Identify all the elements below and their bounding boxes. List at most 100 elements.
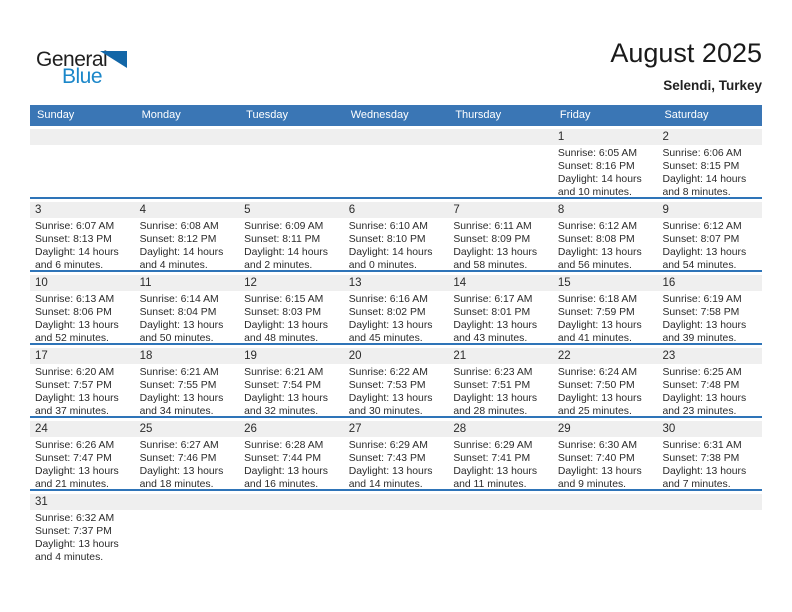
daylight-text-line1: Daylight: 13 hours [662,247,747,258]
day-details: Sunrise: 6:30 AM Sunset: 7:40 PM Daylight:… [553,437,658,491]
sunrise-text: Sunrise: 6:07 AM [35,221,115,232]
sunrise-text: Sunrise: 6:12 AM [662,221,742,232]
daylight-text-line2: and 30 minutes. [348,406,423,417]
daylight-text-line1: Daylight: 13 hours [35,320,119,331]
sunset-text: Sunset: 8:12 PM [139,234,217,245]
daylight-text-line1: Daylight: 13 hours [348,466,433,477]
day-cell: 10 Sunrise: 6:13 AM Sunset: 8:06 PM Dayligh… [30,275,135,344]
daylight-text-line2: and 45 minutes. [348,333,423,344]
sunset-text: Sunset: 8:13 PM [35,234,112,245]
day-number: 29 [552,421,658,437]
daylight-text-line2: and 52 minutes. [35,333,109,344]
daylight-text-line2: and 25 minutes. [557,406,632,417]
sunset-text: Sunset: 7:47 PM [35,453,112,464]
sunset-text: Sunset: 8:06 PM [35,307,112,318]
calendar-table: Sunday Monday Tuesday Wednesday Thursday… [30,105,763,583]
daylight-text-line1: Daylight: 13 hours [244,393,328,404]
day-number [343,129,449,145]
sunset-text: Sunset: 7:57 PM [35,380,112,391]
day-cell: 26 Sunrise: 6:28 AM Sunset: 7:44 PM Dayligh… [239,421,344,490]
logo: General Blue [36,48,176,98]
daylight-text-line2: and 37 minutes. [35,406,109,417]
day-details: Sunrise: 6:27 AM Sunset: 7:46 PM Daylight:… [135,437,240,491]
week-row: 10 Sunrise: 6:13 AM Sunset: 8:06 PM Dayligh… [30,272,763,345]
day-cell: 27 Sunrise: 6:29 AM Sunset: 7:43 PM Dayligh… [343,421,449,491]
empty-day-cell [134,129,240,197]
daylight-text-line1: Daylight: 14 hours [348,247,433,258]
day-cell: 8 Sunrise: 6:12 AM Sunset: 8:08 PM Daylight… [552,202,658,272]
sunrise-text: Sunrise: 6:12 AM [557,221,638,232]
day-header-friday: Friday [559,109,591,121]
day-number: 25 [134,421,240,437]
day-details: Sunrise: 6:18 AM Sunset: 7:59 PM Daylight:… [553,291,658,345]
sunrise-text: Sunrise: 6:27 AM [139,440,219,451]
day-number: 11 [134,275,240,291]
day-cell: 15 Sunrise: 6:18 AM Sunset: 7:59 PM Dayligh… [552,275,658,345]
empty-day-cell [448,129,553,197]
day-number: 19 [239,348,344,364]
daylight-text-line1: Daylight: 13 hours [244,466,328,477]
day-details: Sunrise: 6:26 AM Sunset: 7:47 PM Daylight:… [30,437,135,491]
empty-day-cell [343,129,449,197]
sunrise-text: Sunrise: 6:17 AM [453,294,533,305]
day-details: Sunrise: 6:32 AM Sunset: 7:37 PM Daylight:… [30,510,135,564]
day-details: Sunrise: 6:25 AM Sunset: 7:48 PM Daylight:… [657,364,762,418]
sunset-text: Sunset: 8:15 PM [662,161,740,172]
sunrise-text: Sunrise: 6:10 AM [348,221,428,232]
week-row: 24 Sunrise: 6:26 AM Sunset: 7:47 PM Dayligh… [30,418,763,491]
week-row: 17 Sunrise: 6:20 AM Sunset: 7:57 PM Dayligh… [30,345,763,418]
sunset-text: Sunset: 7:54 PM [244,380,321,391]
sunrise-text: Sunrise: 6:18 AM [557,294,638,305]
day-number: 12 [239,275,344,291]
daylight-text-line2: and 9 minutes. [557,479,627,490]
page-title: August 2025 [610,38,762,68]
daylight-text-line2: and 43 minutes. [453,333,528,344]
daylight-text-line1: Daylight: 14 hours [557,174,642,185]
sunset-text: Sunset: 7:37 PM [35,526,112,537]
day-number: 17 [30,348,135,364]
daylight-text-line2: and 0 minutes. [348,260,417,271]
daylight-text-line1: Daylight: 13 hours [139,393,224,404]
sunrise-text: Sunrise: 6:06 AM [662,148,742,159]
day-details: Sunrise: 6:06 AM Sunset: 8:15 PM Daylight:… [657,145,762,199]
daylight-text-line1: Daylight: 14 hours [35,247,119,258]
empty-day-cell [343,494,449,583]
day-details: Sunrise: 6:17 AM Sunset: 8:01 PM Daylight:… [448,291,553,345]
day-number: 3 [30,202,135,218]
day-number: 7 [448,202,553,218]
empty-day-cell [657,494,763,583]
day-cell: 21 Sunrise: 6:23 AM Sunset: 7:51 PM Dayligh… [448,348,553,417]
sunset-text: Sunset: 8:10 PM [348,234,426,245]
daylight-text-line1: Daylight: 13 hours [348,393,433,404]
day-cell: 28 Sunrise: 6:29 AM Sunset: 7:41 PM Dayligh… [448,421,553,490]
day-details: Sunrise: 6:29 AM Sunset: 7:43 PM Daylight:… [344,437,449,491]
daylight-text-line1: Daylight: 13 hours [557,393,642,404]
day-number: 13 [343,275,449,291]
daylight-text-line1: Daylight: 13 hours [453,393,538,404]
day-details: Sunrise: 6:08 AM Sunset: 8:12 PM Daylight:… [135,218,240,272]
daylight-text-line1: Daylight: 13 hours [139,320,224,331]
day-cell: 1 Sunrise: 6:05 AM Sunset: 8:16 PM Daylight… [552,129,658,198]
day-number [134,129,240,145]
day-number [552,494,658,510]
day-number: 9 [657,202,763,218]
sunrise-text: Sunrise: 6:24 AM [557,367,638,378]
daylight-text-line2: and 58 minutes. [453,260,528,271]
sunset-text: Sunset: 7:50 PM [557,380,635,391]
day-number [448,129,553,145]
sunrise-text: Sunrise: 6:25 AM [662,367,742,378]
daylight-text-line1: Daylight: 14 hours [139,247,224,258]
day-details: Sunrise: 6:12 AM Sunset: 8:08 PM Daylight:… [553,218,658,272]
empty-day-cell [239,129,344,197]
day-number: 20 [343,348,449,364]
calendar-body: 1 Sunrise: 6:05 AM Sunset: 8:16 PM Daylight… [30,126,763,583]
day-cell: 19 Sunrise: 6:21 AM Sunset: 7:54 PM Dayligh… [239,348,344,417]
sunset-text: Sunset: 8:04 PM [139,307,217,318]
sunset-text: Sunset: 7:41 PM [453,453,531,464]
day-number: 27 [343,421,449,437]
day-number [30,129,135,145]
sunrise-text: Sunrise: 6:15 AM [244,294,324,305]
empty-day-cell [448,494,553,583]
daylight-text-line1: Daylight: 13 hours [139,466,224,477]
daylight-text-line2: and 48 minutes. [244,333,319,344]
